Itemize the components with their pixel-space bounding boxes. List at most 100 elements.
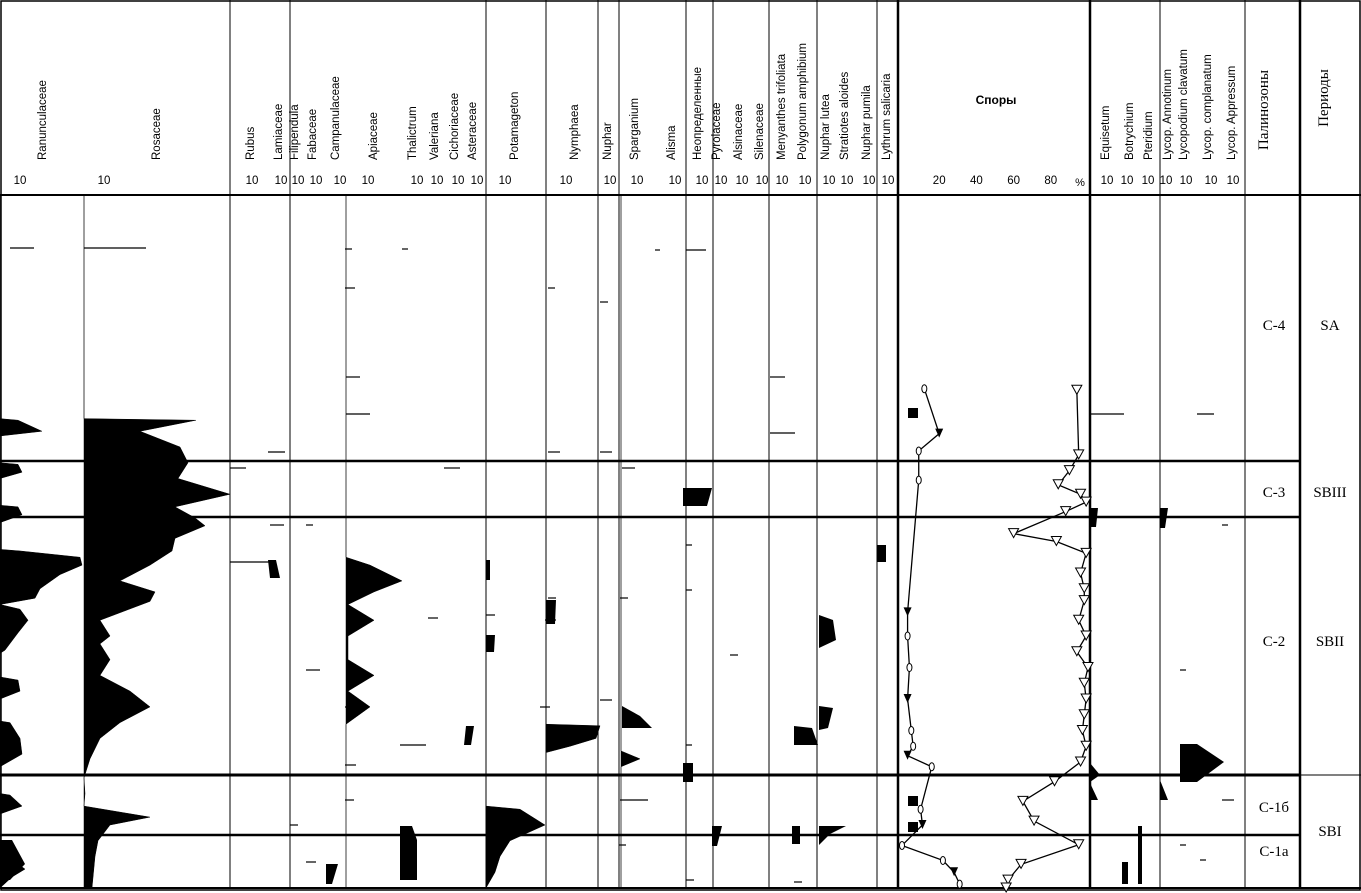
taxon-label-25: Nuphar pumila [861, 85, 873, 160]
spores-series-b-point [903, 750, 912, 760]
taxon-label-26: Lythrum salicaria [881, 73, 893, 160]
minor-taxon-marks [0, 247, 1234, 884]
scale-label-2: 10 [246, 175, 259, 187]
minor-block [819, 706, 833, 730]
spores-unit: % [1075, 177, 1085, 189]
taxon-label-23: Nuphar lutea [820, 94, 832, 160]
spores-series-a-point [1080, 496, 1092, 508]
taxon-label-3: Lamiaceae [273, 104, 285, 160]
taxon-label-28: Botrychium [1124, 102, 1136, 160]
spores-series-b-point [950, 867, 959, 877]
spores-series-b-point [915, 475, 922, 485]
zones-title: Палинозоны [1256, 70, 1272, 150]
period-label-0: SA [1320, 318, 1339, 334]
scale-label-32: 10 [1205, 175, 1218, 187]
taxon-label-10: Cichoriaceae [449, 93, 461, 160]
taxon-label-24: Stratiotes aloides [839, 72, 851, 160]
scale-label-12: 10 [499, 175, 512, 187]
periods-title: Периоды [1316, 69, 1332, 127]
zone-boundaries [0, 459, 1361, 837]
scale-label-21: 10 [776, 175, 789, 187]
taxon-label-32: Lycop. complanatum [1202, 54, 1214, 160]
zone-label-2: С-2 [1263, 634, 1286, 650]
spores-square-marker [908, 796, 918, 806]
scale-label-31: 10 [1180, 175, 1193, 187]
spores-tick-20: 20 [933, 175, 946, 187]
scale-label-23: 10 [823, 175, 836, 187]
minor-block [683, 763, 693, 782]
scale-label-13: 10 [560, 175, 573, 187]
spores-series-b-point [956, 879, 963, 889]
spores-series-a-point [1002, 874, 1014, 886]
taxon-label-13: Nymphaea [569, 104, 581, 160]
spores-series-b-point [908, 726, 915, 735]
taxon-label-9: Valeriana [429, 112, 441, 160]
taxon-label-1: Rosaceae [151, 108, 163, 160]
silhouette-13 [545, 195, 601, 888]
scale-label-27: 10 [1101, 175, 1114, 187]
spores-series-b-point [918, 820, 927, 829]
zone-label-3: С-1б [1259, 800, 1290, 816]
silhouette-1 [83, 195, 231, 889]
scale-label-14: 10 [604, 175, 617, 187]
scale-label-0: 10 [14, 175, 27, 187]
scale-label-18: 10 [715, 175, 728, 187]
taxon-label-30: Lycop. Annotinum [1162, 69, 1174, 160]
minor-block [1122, 862, 1128, 884]
spores-series-a-point [1007, 528, 1020, 539]
zone-labels: С-4 С-3 С-2 С-1б С-1a SA SBIII SBII SBI [1259, 318, 1347, 860]
taxon-label-17: Неопределенные [692, 67, 704, 160]
spores-tick-80: 80 [1044, 175, 1057, 187]
zone-label-4: С-1a [1259, 844, 1289, 860]
spores-series-a-point [1080, 630, 1092, 642]
spores-series-a-point [1072, 614, 1085, 626]
spores-series-a-point [1080, 740, 1092, 752]
scale-label-9: 10 [431, 175, 444, 187]
spores-series-b-point [904, 631, 911, 641]
minor-block [1160, 780, 1168, 800]
taxon-label-0: Ranunculaceae [37, 80, 49, 160]
spores-series-b-point [928, 762, 935, 772]
minor-block [326, 864, 338, 884]
taxon-label-16: Alisma [666, 125, 678, 160]
taxon-label-31: Lycopodium clavatum [1178, 49, 1190, 160]
taxon-label-4: Filipendula [289, 104, 301, 160]
scale-label-22: 10 [799, 175, 812, 187]
spores-series-b-point [903, 607, 912, 617]
spores-series-a-point [1072, 449, 1085, 460]
spores-series-b-point [915, 446, 922, 456]
header-labels: Ranunculaceae 10 Rosaceae 10 Rubus 10 Lamiacea… [14, 43, 1332, 189]
minor-block [1180, 744, 1224, 782]
spores-series-a-point [1082, 662, 1094, 673]
taxon-label-12: Potamageton [509, 92, 521, 160]
scale-label-28: 10 [1121, 175, 1134, 187]
scale-label-7: 10 [362, 175, 375, 187]
minor-block [819, 826, 846, 845]
spores-curve-panel [899, 384, 1094, 893]
zone-label-1: С-3 [1263, 485, 1286, 501]
silhouette-15 [620, 195, 641, 888]
spores-series-a-point [1078, 677, 1091, 689]
spores-series-a-point [1000, 882, 1013, 893]
spores-series-b-point [899, 840, 905, 850]
spores-series-b-point [906, 663, 913, 672]
scale-label-8: 10 [411, 175, 424, 187]
minor-block [794, 726, 818, 745]
silhouette-7 [345, 195, 403, 888]
taxon-label-8: Thalictrum [407, 106, 419, 160]
minor-block [486, 635, 495, 652]
period-label-2: SBII [1316, 634, 1344, 650]
minor-block [546, 600, 556, 624]
minor-block [819, 615, 836, 648]
spores-series-a-point [1074, 567, 1087, 579]
taxon-label-20: Silenaceae [754, 103, 766, 160]
taxon-label-5: Fabaceae [307, 109, 319, 160]
scale-label-26: 10 [882, 175, 895, 187]
spores-series-a-point [1050, 536, 1063, 547]
scale-label-19: 10 [736, 175, 749, 187]
spores-tick-60: 60 [1007, 175, 1020, 187]
scale-label-11: 10 [471, 175, 484, 187]
minor-block [1090, 783, 1098, 800]
spores-series-b-point [903, 694, 912, 703]
minor-block [683, 488, 712, 506]
